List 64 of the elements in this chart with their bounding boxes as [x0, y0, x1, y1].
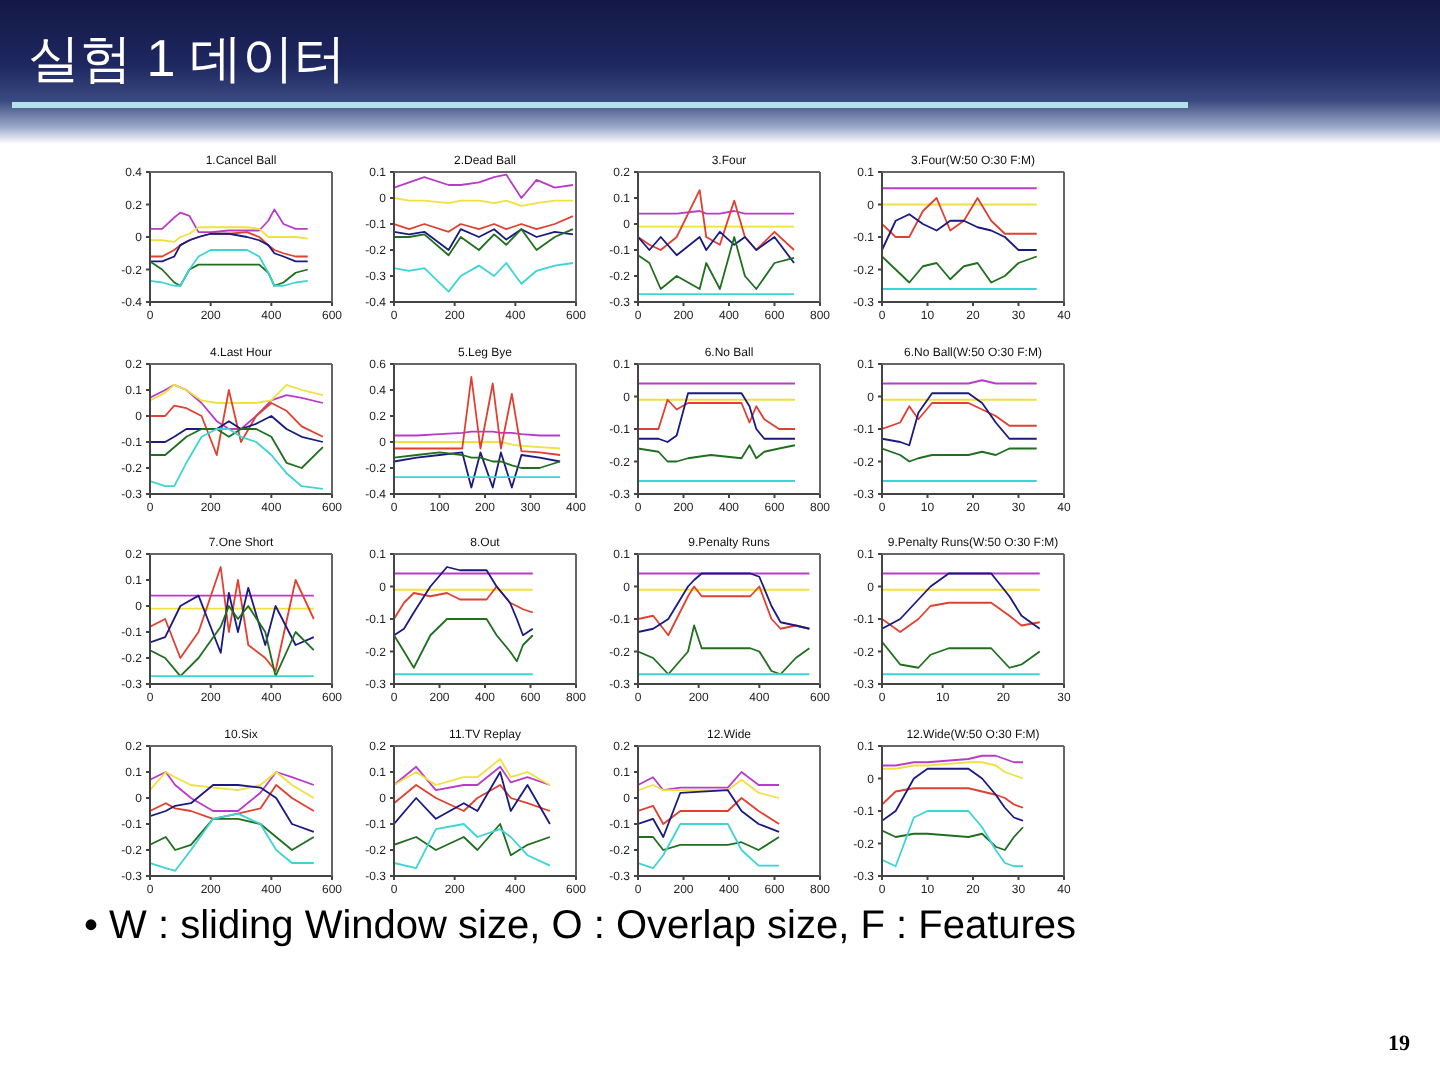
line-series: [882, 197, 1038, 238]
line-series: [638, 230, 795, 264]
line-series: [150, 771, 315, 812]
line-series: [394, 823, 551, 870]
line-series: [150, 586, 315, 654]
line-series: [150, 383, 324, 404]
line-series: [638, 236, 795, 290]
line-series: [882, 255, 1038, 284]
line-series: [394, 758, 551, 786]
line-series: [150, 812, 315, 872]
line-series: [150, 771, 315, 799]
line-series: [150, 784, 315, 833]
line-series: [150, 817, 315, 851]
line-series: [638, 392, 796, 443]
line-series: [638, 797, 780, 825]
line-series: [882, 810, 1024, 868]
line-series: [150, 566, 315, 672]
line-series: [394, 262, 574, 293]
line-series: [882, 767, 1024, 822]
line-series: [638, 823, 780, 870]
line-series: [882, 402, 1038, 430]
line-series: [882, 601, 1041, 633]
line-series: [394, 228, 574, 257]
line-series: [150, 383, 324, 430]
line-series: [638, 398, 796, 430]
line-series: [150, 415, 324, 443]
line-series: [394, 784, 551, 812]
line-series: [150, 249, 309, 287]
line-series: [394, 228, 574, 251]
line-series: [394, 451, 561, 469]
line-series: [150, 428, 324, 469]
line-series: [638, 836, 780, 851]
line-series: [882, 572, 1041, 630]
line-series: [638, 789, 780, 838]
line-series: [638, 771, 780, 792]
line-series: [394, 376, 561, 456]
line-series: [150, 389, 324, 456]
line-series: [394, 215, 574, 233]
line-series: [638, 444, 796, 463]
line-series: [638, 572, 811, 633]
line-series: [638, 624, 811, 676]
line-series: [394, 823, 551, 857]
line-series: [150, 226, 309, 243]
line-series: [882, 640, 1041, 669]
line-series: [882, 392, 1038, 447]
line-series: [882, 213, 1038, 251]
line-series: [882, 787, 1024, 809]
line-series: [394, 585, 534, 620]
line-series: [394, 765, 551, 792]
line-series: [394, 566, 534, 637]
line-series: [882, 447, 1038, 463]
text: • W : sliding Window size, O : Overlap size, F : Features: [84, 904, 1077, 948]
line-series: [150, 428, 324, 490]
line-series: [394, 771, 551, 825]
line-series: [638, 189, 795, 251]
line-series: [882, 761, 1024, 780]
line-series: [394, 618, 534, 669]
line-series: [882, 826, 1024, 851]
line-series: [394, 451, 561, 489]
line-series: [150, 208, 309, 234]
line-series: [150, 605, 315, 678]
text: 19: [1388, 1032, 1410, 1057]
text: 실험 1 데이터: [28, 28, 346, 88]
line-series: [638, 778, 780, 799]
